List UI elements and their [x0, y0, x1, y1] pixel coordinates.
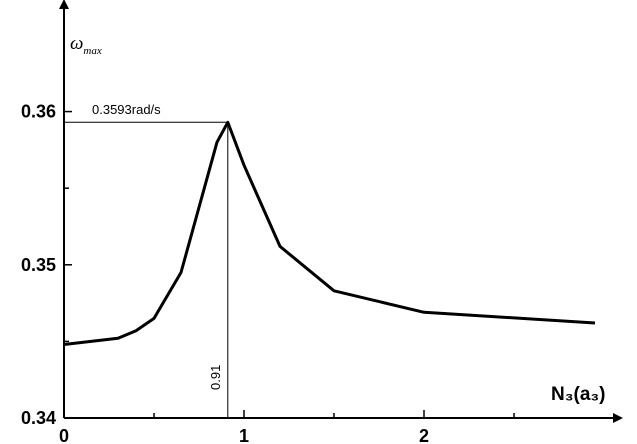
peak-y-annotation: 0.3593rad/s: [92, 102, 161, 117]
x-axis-title: N₃(a₃): [551, 384, 606, 405]
series-group: [63, 120, 596, 346]
y-tick-label: 0.35: [21, 255, 56, 275]
y-tick-label: 0.34: [21, 408, 56, 428]
x-tick-label: 0: [59, 426, 69, 444]
y-tick-label: 0.36: [21, 102, 56, 122]
ticks: 0 1 2 0.34 0.35 0.36: [21, 102, 515, 444]
axes: [59, 0, 623, 423]
peak-x-annotation: 0.91: [208, 365, 223, 390]
x-tick-label: 1: [239, 426, 249, 444]
x-tick-label: 2: [419, 426, 429, 444]
series-line: [63, 120, 596, 346]
peak-reference-lines: [64, 121, 229, 418]
y-axis-title: ωmax: [70, 33, 102, 57]
